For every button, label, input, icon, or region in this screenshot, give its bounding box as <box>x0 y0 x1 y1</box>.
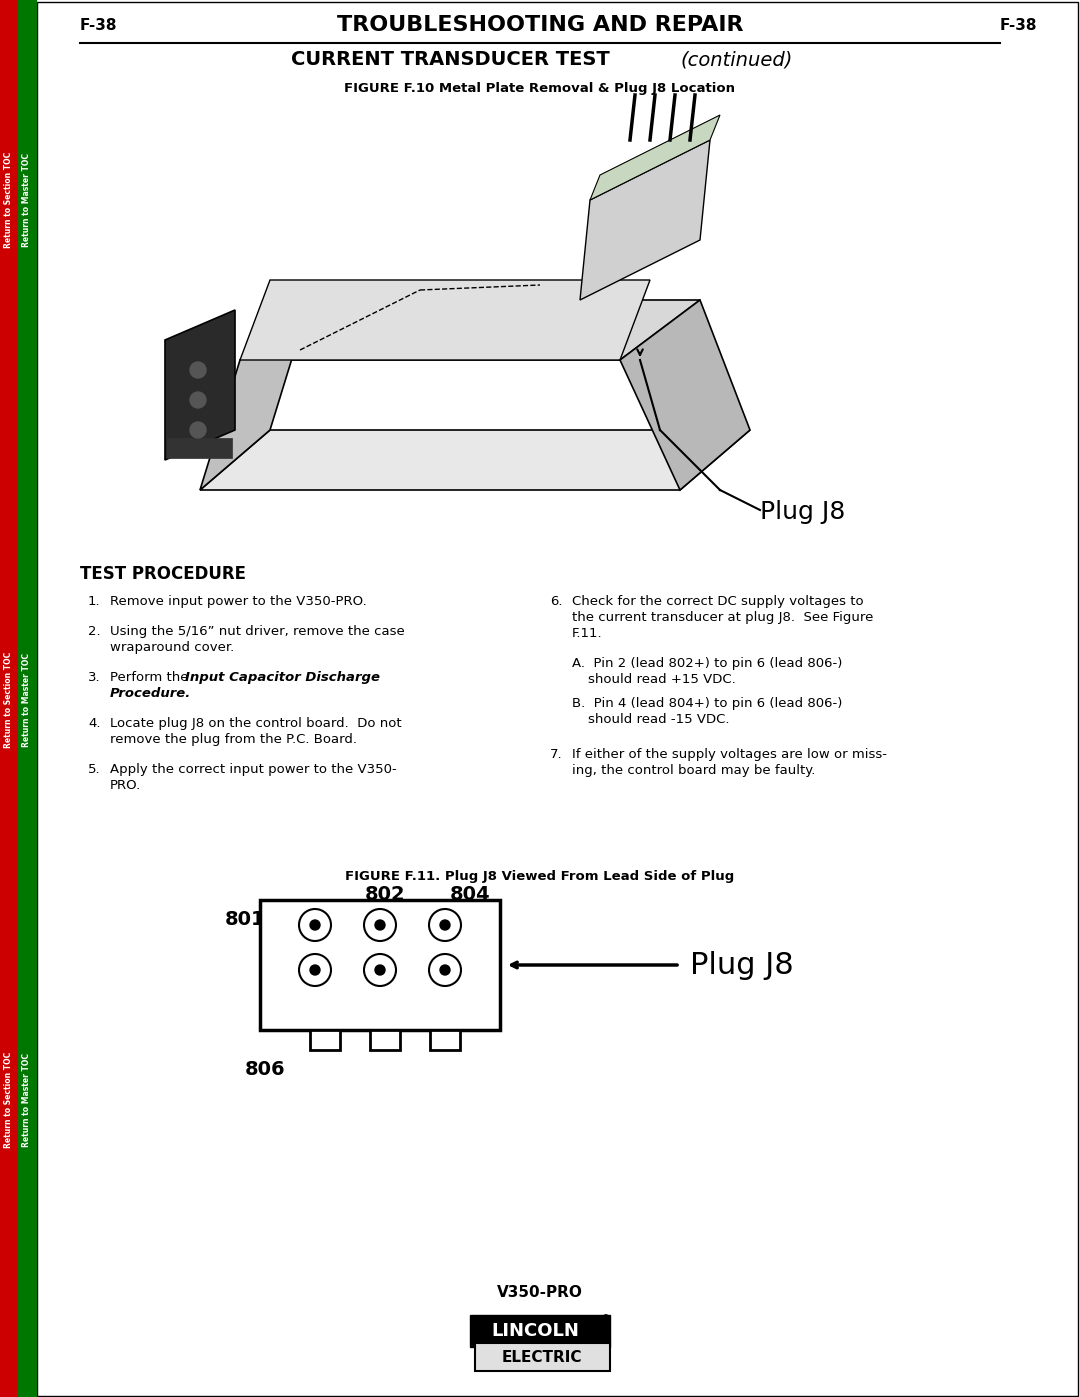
Text: Return to Master TOC: Return to Master TOC <box>23 154 31 247</box>
Text: FIGURE F.11. Plug J8 Viewed From Lead Side of Plug: FIGURE F.11. Plug J8 Viewed From Lead Si… <box>346 870 734 883</box>
Text: 6.: 6. <box>550 595 563 608</box>
Text: If either of the supply voltages are low or miss-: If either of the supply voltages are low… <box>572 747 887 761</box>
Text: Return to Master TOC: Return to Master TOC <box>23 1053 31 1147</box>
Circle shape <box>310 921 320 930</box>
Text: Return to Section TOC: Return to Section TOC <box>4 652 14 749</box>
Circle shape <box>190 422 206 439</box>
Circle shape <box>440 921 450 930</box>
Text: V350-PRO: V350-PRO <box>497 1285 583 1301</box>
Text: FIGURE F.10 Metal Plate Removal & Plug J8 Location: FIGURE F.10 Metal Plate Removal & Plug J… <box>345 82 735 95</box>
Text: B.  Pin 4 (lead 804+) to pin 6 (lead 806-): B. Pin 4 (lead 804+) to pin 6 (lead 806-… <box>572 697 842 710</box>
Text: 2.: 2. <box>87 624 100 638</box>
Text: Locate plug J8 on the control board.  Do not: Locate plug J8 on the control board. Do … <box>110 717 402 731</box>
Bar <box>167 439 232 458</box>
Text: (continued): (continued) <box>680 50 793 68</box>
Text: Plug J8: Plug J8 <box>760 500 846 524</box>
Text: TROUBLESHOOTING AND REPAIR: TROUBLESHOOTING AND REPAIR <box>337 15 743 35</box>
Bar <box>310 1030 340 1051</box>
Text: Remove input power to the V350-PRO.: Remove input power to the V350-PRO. <box>110 595 367 608</box>
Text: Input Capacitor Discharge: Input Capacitor Discharge <box>185 671 380 685</box>
Text: ELECTRIC: ELECTRIC <box>502 1350 582 1365</box>
Circle shape <box>190 362 206 379</box>
Bar <box>18 0 36 1397</box>
Text: ®: ® <box>600 1315 610 1324</box>
Text: 802: 802 <box>365 886 406 904</box>
Circle shape <box>375 921 384 930</box>
Text: Using the 5/16” nut driver, remove the case: Using the 5/16” nut driver, remove the c… <box>110 624 405 638</box>
Text: wraparound cover.: wraparound cover. <box>110 641 234 654</box>
Text: 806: 806 <box>245 1060 285 1078</box>
Circle shape <box>190 393 206 408</box>
Bar <box>430 1030 460 1051</box>
Text: F-38: F-38 <box>1000 18 1038 34</box>
Text: F.11.: F.11. <box>572 627 603 640</box>
Text: F-38: F-38 <box>80 18 118 34</box>
Polygon shape <box>620 300 750 490</box>
Text: LINCOLN: LINCOLN <box>491 1322 579 1340</box>
Bar <box>260 900 500 1030</box>
Polygon shape <box>590 115 720 200</box>
Text: 1.: 1. <box>87 595 100 608</box>
Text: TEST PROCEDURE: TEST PROCEDURE <box>80 564 246 583</box>
Text: Plug J8: Plug J8 <box>690 950 794 979</box>
Text: Return to Section TOC: Return to Section TOC <box>4 1052 14 1148</box>
Text: 4.: 4. <box>87 717 100 731</box>
Text: 801: 801 <box>225 909 266 929</box>
Text: 3.: 3. <box>87 671 100 685</box>
Text: remove the plug from the P.C. Board.: remove the plug from the P.C. Board. <box>110 733 357 746</box>
Bar <box>0 0 18 1397</box>
Text: Check for the correct DC supply voltages to: Check for the correct DC supply voltages… <box>572 595 864 608</box>
Text: Return to Section TOC: Return to Section TOC <box>4 152 14 249</box>
Polygon shape <box>580 140 710 300</box>
Polygon shape <box>200 430 750 490</box>
Text: the current transducer at plug J8.  See Figure: the current transducer at plug J8. See F… <box>572 610 874 624</box>
Polygon shape <box>240 300 700 360</box>
Text: ing, the control board may be faulty.: ing, the control board may be faulty. <box>572 764 815 777</box>
Polygon shape <box>200 300 310 490</box>
Circle shape <box>440 965 450 975</box>
Circle shape <box>310 965 320 975</box>
Circle shape <box>375 965 384 975</box>
Bar <box>470 1315 610 1347</box>
Text: should read +15 VDC.: should read +15 VDC. <box>588 673 735 686</box>
Text: 5.: 5. <box>87 763 100 775</box>
Text: Procedure.: Procedure. <box>110 687 191 700</box>
Text: A.  Pin 2 (lead 802+) to pin 6 (lead 806-): A. Pin 2 (lead 802+) to pin 6 (lead 806-… <box>572 657 842 671</box>
Text: Perform the: Perform the <box>110 671 192 685</box>
Polygon shape <box>240 279 650 360</box>
Text: CURRENT TRANSDUCER TEST: CURRENT TRANSDUCER TEST <box>291 50 609 68</box>
Text: PRO.: PRO. <box>110 780 141 792</box>
Bar <box>475 1343 610 1370</box>
Text: Return to Master TOC: Return to Master TOC <box>23 652 31 747</box>
Polygon shape <box>165 310 235 460</box>
Text: 804: 804 <box>450 886 490 904</box>
Text: Apply the correct input power to the V350-: Apply the correct input power to the V35… <box>110 763 396 775</box>
Bar <box>370 1030 400 1051</box>
Text: 7.: 7. <box>550 747 563 761</box>
Text: should read -15 VDC.: should read -15 VDC. <box>588 712 729 726</box>
